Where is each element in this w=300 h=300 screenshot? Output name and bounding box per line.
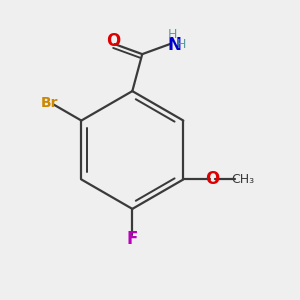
- Text: F: F: [127, 230, 138, 248]
- Text: H: H: [177, 38, 186, 52]
- Text: CH₃: CH₃: [231, 173, 254, 186]
- Text: H: H: [168, 28, 178, 41]
- Text: O: O: [205, 170, 219, 188]
- Text: Br: Br: [41, 96, 58, 110]
- Text: N: N: [167, 36, 181, 54]
- Text: O: O: [106, 32, 120, 50]
